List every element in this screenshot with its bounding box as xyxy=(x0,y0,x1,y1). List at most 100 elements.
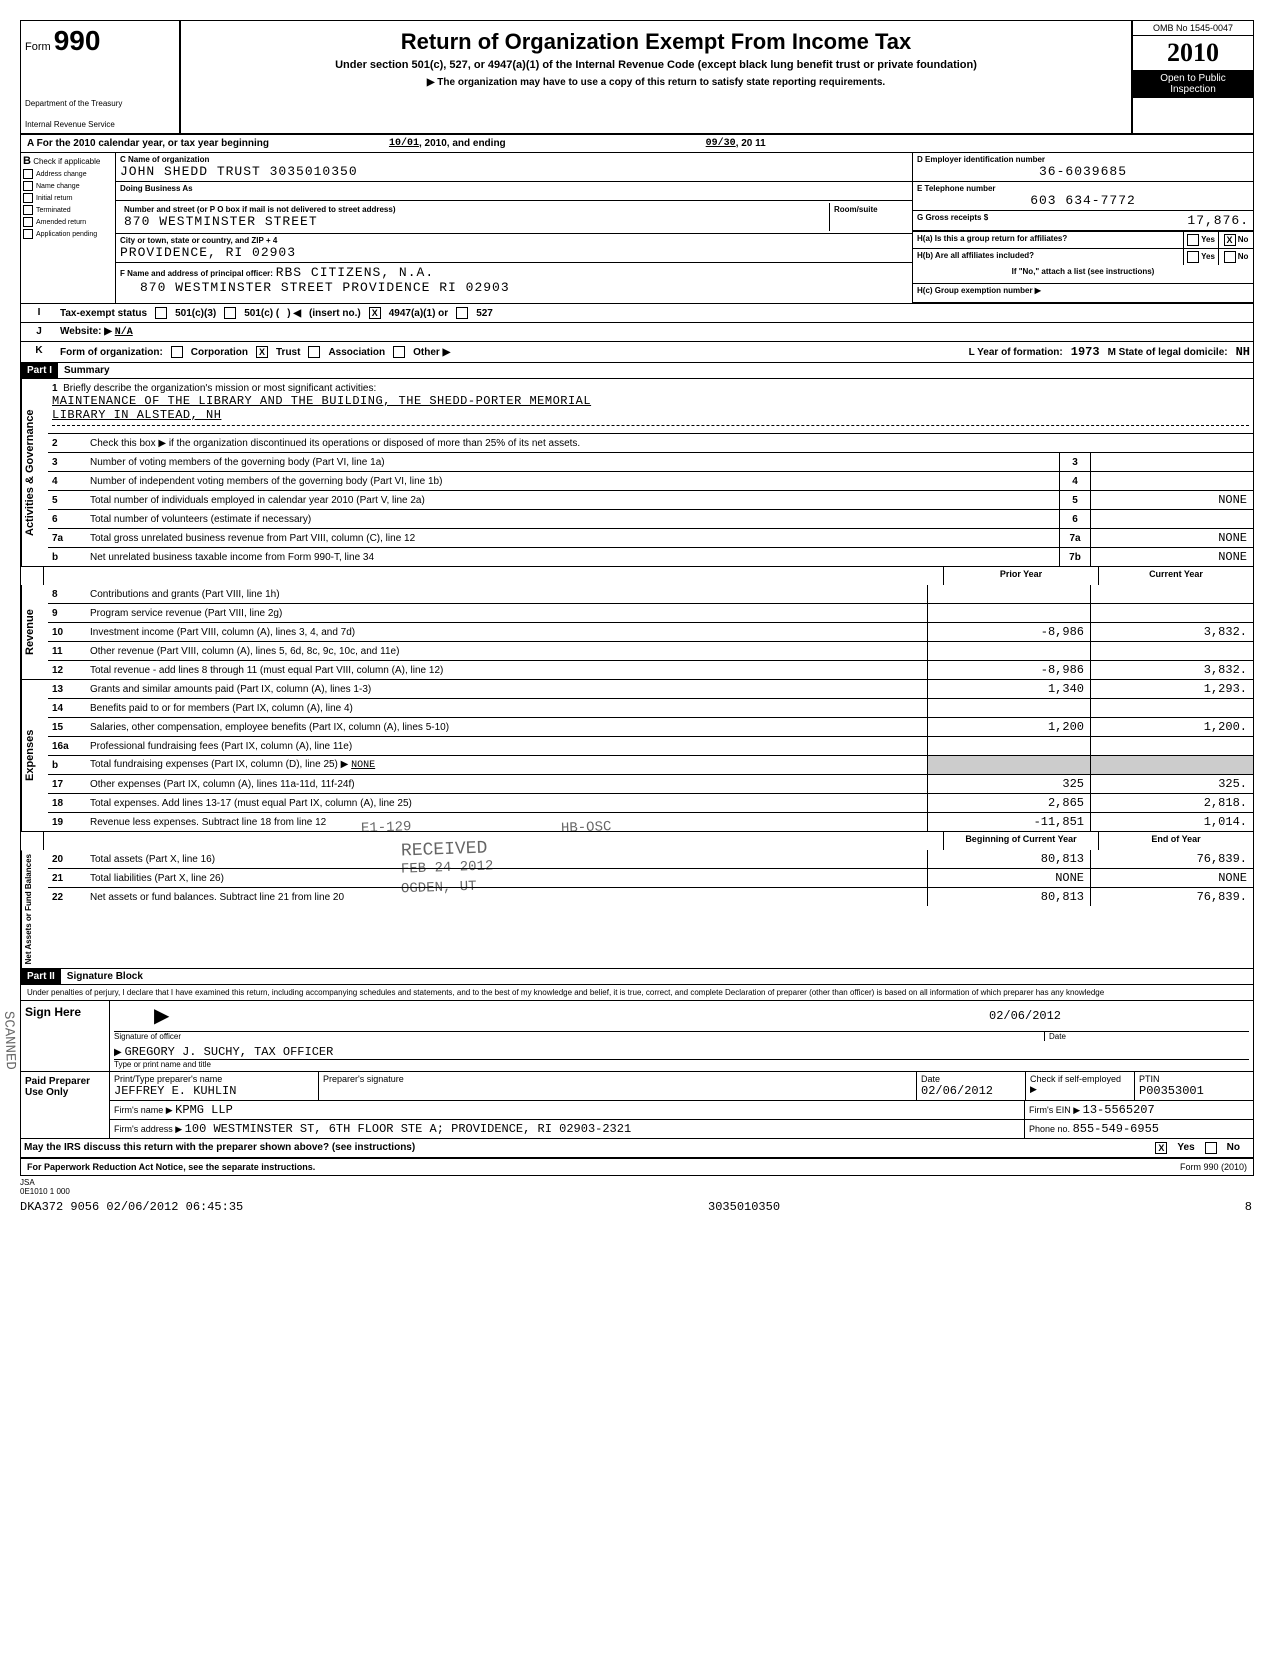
print-label: Print/Type preparer's name xyxy=(114,1074,314,1084)
l-label: L Year of formation: xyxy=(969,347,1063,358)
l20: Total assets (Part X, line 16) xyxy=(86,852,927,867)
ha-yes: Yes xyxy=(1201,235,1215,244)
c-name-label: C Name of organization xyxy=(120,155,908,164)
g-label: G Gross receipts $ xyxy=(917,213,988,228)
mission-2: LIBRARY IN ALSTEAD, NH xyxy=(52,408,1249,422)
governance-section: Activities & Governance 1 Briefly descri… xyxy=(21,379,1253,567)
preparer-section: Paid Preparer Use Only Print/Type prepar… xyxy=(21,1072,1253,1139)
l12c: 3,832. xyxy=(1090,661,1253,679)
ha-yes-box[interactable] xyxy=(1187,234,1199,246)
l7a-val: NONE xyxy=(1090,529,1253,547)
section-bcde: B Check if applicable Address change Nam… xyxy=(21,153,1253,304)
chk-corp[interactable] xyxy=(171,346,183,358)
form-label: Form xyxy=(25,41,51,53)
omb-number: OMB No 1545-0047 xyxy=(1133,21,1253,36)
l8: Contributions and grants (Part VIII, lin… xyxy=(86,587,927,602)
chk-501c3[interactable] xyxy=(155,307,167,319)
begin-date: 10/01 xyxy=(389,138,419,149)
footer-page: 8 xyxy=(1245,1200,1252,1214)
l19: Revenue less expenses. Subtract line 18 … xyxy=(86,815,927,830)
expenses-section: Expenses 13Grants and similar amounts pa… xyxy=(21,680,1253,832)
firm-phone-label: Phone no. xyxy=(1029,1124,1070,1134)
prep-sig-label: Preparer's signature xyxy=(319,1072,917,1100)
hb-yes-box[interactable] xyxy=(1187,251,1199,263)
tax-exempt-label: Tax-exempt status xyxy=(60,308,147,319)
l21p: NONE xyxy=(927,869,1090,887)
chk-terminated[interactable] xyxy=(23,205,33,215)
lbl-address: Address change xyxy=(36,171,87,178)
discuss-no-box[interactable] xyxy=(1205,1142,1217,1154)
header-right: OMB No 1545-0047 2010 Open to Public Ins… xyxy=(1131,21,1253,133)
chk-assoc[interactable] xyxy=(308,346,320,358)
firm-name: KPMG LLP xyxy=(175,1103,233,1117)
chk-trust[interactable]: X xyxy=(256,346,268,358)
col-b: B Check if applicable Address change Nam… xyxy=(21,153,116,303)
l20p: 80,813 xyxy=(927,850,1090,868)
header-center: Return of Organization Exempt From Incom… xyxy=(181,21,1131,133)
l22c: 76,839. xyxy=(1090,888,1253,906)
chk-application[interactable] xyxy=(23,229,33,239)
l12: Total revenue - add lines 8 through 11 (… xyxy=(86,663,927,678)
ha-no-box[interactable]: X xyxy=(1224,234,1236,246)
discuss-yes-box[interactable]: X xyxy=(1155,1142,1167,1154)
l19p: -11,851 xyxy=(927,813,1090,831)
row-j: J Website: ▶ N/A xyxy=(21,323,1253,342)
chk-address[interactable] xyxy=(23,169,33,179)
city-label: City or town, state or country, and ZIP … xyxy=(120,236,908,245)
l6: Total number of volunteers (estimate if … xyxy=(86,512,1059,527)
e-label: E Telephone number xyxy=(917,184,1249,193)
form-number: 990 xyxy=(54,25,101,56)
governance-vert: Activities & Governance xyxy=(21,379,48,566)
chk-other[interactable] xyxy=(393,346,405,358)
discuss-yes: Yes xyxy=(1177,1142,1194,1154)
row-a-suffix: , 20 11 xyxy=(736,138,766,149)
form-subtitle: Under section 501(c), 527, or 4947(a)(1)… xyxy=(185,59,1127,71)
sign-date: 02/06/2012 xyxy=(985,1007,1193,1025)
opt-trust: Trust xyxy=(276,347,300,358)
firm-addr: 100 WESTMINSTER ST, 6TH FLOOR STE A; PRO… xyxy=(185,1122,631,1136)
row-a-label: A For the 2010 calendar year, or tax yea… xyxy=(27,138,269,149)
hb-label: H(b) Are all affiliates included? xyxy=(913,249,1183,265)
opt-other: Other ▶ xyxy=(413,347,450,358)
opt-insert: (insert no.) xyxy=(309,308,361,319)
l1-label: Briefly describe the organization's miss… xyxy=(63,383,376,394)
open-public: Open to Public xyxy=(1133,73,1253,84)
part2-label: Part II xyxy=(21,969,61,984)
tax-year: 2010 xyxy=(1133,36,1253,70)
l-val: 1973 xyxy=(1071,345,1100,359)
lbl-terminated: Terminated xyxy=(36,207,71,214)
begin-year-head: Beginning of Current Year xyxy=(943,832,1098,850)
hb-no-box[interactable] xyxy=(1224,251,1236,263)
footer: For Paperwork Reduction Act Notice, see … xyxy=(21,1159,1253,1175)
l13p: 1,340 xyxy=(927,680,1090,698)
chk-initial[interactable] xyxy=(23,193,33,203)
perjury-text: Under penalties of perjury, I declare th… xyxy=(21,985,1253,1001)
l2: Check this box ▶ if the organization dis… xyxy=(86,436,1253,451)
l18: Total expenses. Add lines 13-17 (must eq… xyxy=(86,796,927,811)
opt-assoc: Association xyxy=(328,347,385,358)
paperwork: For Paperwork Reduction Act Notice, see … xyxy=(27,1162,315,1172)
discuss-row: May the IRS discuss this return with the… xyxy=(21,1139,1253,1159)
f-label: F Name and address of principal officer: xyxy=(120,269,273,278)
prep-date-label: Date xyxy=(921,1074,1021,1084)
form-990-page: Form 990 Department of the Treasury Inte… xyxy=(20,20,1254,1176)
chk-501c[interactable] xyxy=(224,307,236,319)
sign-here-row: Sign Here ▶ Signature of officer Date ▶ … xyxy=(21,1001,1253,1072)
col-de: D Employer identification number 36-6039… xyxy=(913,153,1253,303)
chk-4947[interactable]: X xyxy=(369,307,381,319)
chk-527[interactable] xyxy=(456,307,468,319)
opt-corp: Corporation xyxy=(191,347,248,358)
l18c: 2,818. xyxy=(1090,794,1253,812)
jsa: JSA xyxy=(20,1178,1252,1187)
form-header: Form 990 Department of the Treasury Inte… xyxy=(21,21,1253,135)
part-2-header: Part II Signature Block xyxy=(21,969,1253,985)
chk-amended[interactable] xyxy=(23,217,33,227)
ha-no: No xyxy=(1238,235,1249,244)
l7b: Net unrelated business taxable income fr… xyxy=(86,550,1059,565)
website-label: Website: ▶ xyxy=(60,326,112,337)
l14: Benefits paid to or for members (Part IX… xyxy=(86,701,927,716)
col-c: C Name of organization JOHN SHEDD TRUST … xyxy=(116,153,913,303)
row-a: A For the 2010 calendar year, or tax yea… xyxy=(21,135,1253,153)
preparer-label: Paid Preparer Use Only xyxy=(21,1072,110,1138)
chk-name[interactable] xyxy=(23,181,33,191)
